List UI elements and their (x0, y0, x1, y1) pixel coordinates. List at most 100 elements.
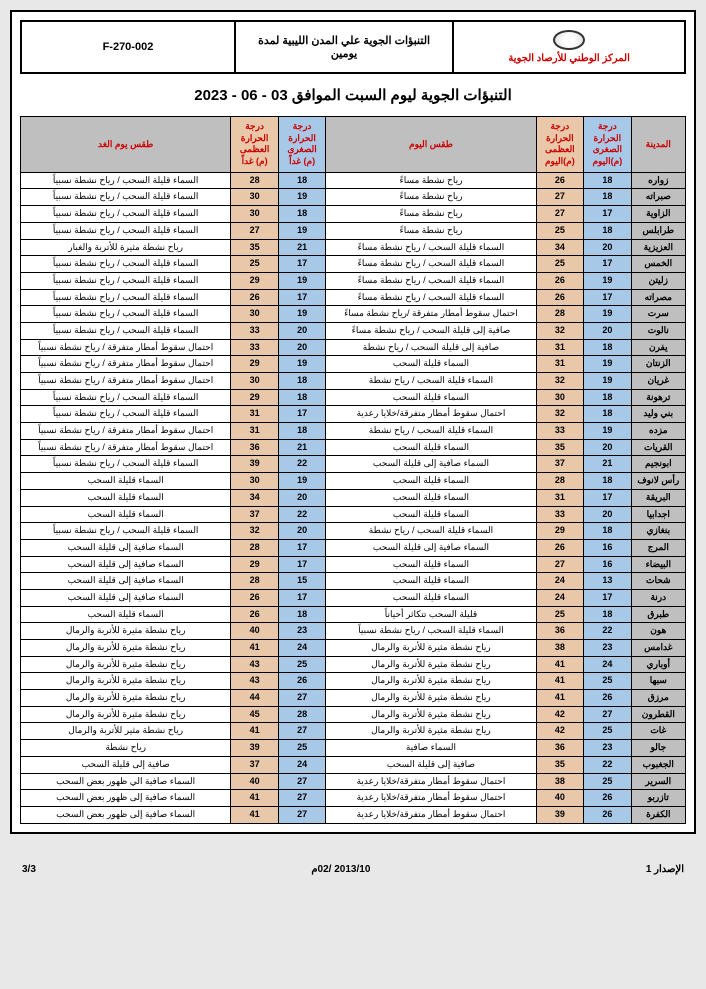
table-row: البريقة1731السماء قليلة السحب2034السماء … (21, 489, 686, 506)
cell-max-today: 42 (536, 706, 583, 723)
cell-weather-today: السماء قليلة السحب (326, 356, 536, 373)
cell-weather-today: السماء قليلة السحب (326, 573, 536, 590)
cell-city: القطرون (631, 706, 685, 723)
footer: الإصدار 1 2013/10 /02م 3/3 (10, 864, 696, 879)
form-code: F-270-002 (22, 22, 234, 72)
cell-min-tmrw: 24 (278, 756, 325, 773)
cell-weather-today: السماء قليلة السحب (326, 389, 536, 406)
table-row: السرير2538احتمال سقوط أمطار متفرقة/خلايا… (21, 773, 686, 790)
table-row: غدامس2338رياح نشطة مثيرة للأتربة والرمال… (21, 640, 686, 657)
cell-min-today: 27 (584, 706, 631, 723)
logo-icon (553, 30, 585, 50)
table-row: بنغازي1829السماء قليلة السحب / رياح نشطة… (21, 523, 686, 540)
org-name: المركز الوطني للأرصاد الجوية (508, 53, 629, 64)
cell-city: البيضاء (631, 556, 685, 573)
cell-weather-today: السماء قليلة السحب (326, 473, 536, 490)
cell-max-today: 31 (536, 356, 583, 373)
cell-weather-tmrw: احتمال سقوط أمطار متفرقة / رياح نشطة نسب… (21, 439, 231, 456)
cell-weather-today: السماء قليلة السحب (326, 556, 536, 573)
cell-city: الزنتان (631, 356, 685, 373)
cell-max-today: 40 (536, 790, 583, 807)
cell-max-tmrw: 33 (231, 339, 278, 356)
table-row: الجغبوب2235صافية إلى قليلة السحب2437صافي… (21, 756, 686, 773)
cell-max-today: 41 (536, 656, 583, 673)
cell-city: المرج (631, 539, 685, 556)
col-city: المدينة (631, 117, 685, 173)
cell-max-tmrw: 29 (231, 272, 278, 289)
table-row: سرت1928احتمال سقوط أمطار متفرقة /رياح نش… (21, 306, 686, 323)
cell-min-today: 16 (584, 539, 631, 556)
cell-weather-tmrw: السماء قليلة السحب (21, 489, 231, 506)
cell-city: بنغازي (631, 523, 685, 540)
cell-weather-today: رياح نشطة مثيرة للأتربة والرمال (326, 656, 536, 673)
cell-city: جالو (631, 740, 685, 757)
cell-max-tmrw: 41 (231, 723, 278, 740)
cell-min-tmrw: 17 (278, 589, 325, 606)
cell-max-today: 42 (536, 723, 583, 740)
cell-min-today: 19 (584, 272, 631, 289)
cell-min-tmrw: 26 (278, 673, 325, 690)
cell-weather-today: السماء قليلة السحب / رياح نشطة (326, 523, 536, 540)
cell-city: مصراته (631, 289, 685, 306)
cell-min-today: 16 (584, 556, 631, 573)
cell-min-today: 17 (584, 289, 631, 306)
table-row: مرزق2641رياح نشطة مثيرة للأتربة والرمال2… (21, 690, 686, 707)
cell-city: العزيزية (631, 239, 685, 256)
cell-city: غدامس (631, 640, 685, 657)
table-row: غريان1932السماء قليلة السحب / رياح نشطة1… (21, 373, 686, 390)
cell-weather-tmrw: السماء صافية إلى قليلة السحب (21, 589, 231, 606)
cell-max-tmrw: 28 (231, 539, 278, 556)
cell-min-tmrw: 19 (278, 473, 325, 490)
cell-weather-tmrw: السماء صافية إلى قليلة السحب (21, 573, 231, 590)
table-row: رأس لانوف1828السماء قليلة السحب1930السما… (21, 473, 686, 490)
table-row: درنة1724السماء قليلة السحب1726السماء صاف… (21, 589, 686, 606)
cell-min-today: 22 (584, 756, 631, 773)
cell-city: يفرن (631, 339, 685, 356)
cell-max-today: 35 (536, 756, 583, 773)
cell-max-tmrw: 29 (231, 556, 278, 573)
cell-min-tmrw: 20 (278, 322, 325, 339)
cell-max-tmrw: 25 (231, 256, 278, 273)
table-row: زليتن1926السماء قليلة السحب / رياح نشطة … (21, 272, 686, 289)
table-row: الزنتان1931السماء قليلة السحب1929احتمال … (21, 356, 686, 373)
cell-min-today: 26 (584, 806, 631, 823)
org-cell: المركز الوطني للأرصاد الجوية (452, 22, 684, 72)
cell-min-today: 13 (584, 573, 631, 590)
cell-max-today: 31 (536, 339, 583, 356)
cell-weather-today: السماء قليلة السحب (326, 489, 536, 506)
cell-max-today: 37 (536, 456, 583, 473)
cell-max-tmrw: 39 (231, 740, 278, 757)
cell-min-tmrw: 27 (278, 773, 325, 790)
cell-min-tmrw: 17 (278, 256, 325, 273)
cell-max-tmrw: 30 (231, 206, 278, 223)
cell-weather-tmrw: السماء قليلة السحب / رياح نشطة نسبياً (21, 256, 231, 273)
cell-min-tmrw: 23 (278, 623, 325, 640)
cell-max-tmrw: 44 (231, 690, 278, 707)
cell-max-today: 28 (536, 306, 583, 323)
cell-city: الكفرة (631, 806, 685, 823)
cell-min-tmrw: 19 (278, 272, 325, 289)
cell-weather-today: احتمال سقوط أمطار متفرقة/خلايا رعدية (326, 406, 536, 423)
cell-min-tmrw: 18 (278, 606, 325, 623)
cell-max-tmrw: 37 (231, 506, 278, 523)
cell-max-tmrw: 40 (231, 773, 278, 790)
cell-min-today: 18 (584, 189, 631, 206)
table-row: العزيزية2034السماء قليلة السحب / رياح نش… (21, 239, 686, 256)
cell-weather-tmrw: رياح نشطة مثير للأتربة والرمال (21, 723, 231, 740)
cell-max-tmrw: 28 (231, 172, 278, 189)
cell-city: اجدابيا (631, 506, 685, 523)
cell-city: سرت (631, 306, 685, 323)
cell-city: ترهونة (631, 389, 685, 406)
cell-max-tmrw: 41 (231, 640, 278, 657)
cell-max-tmrw: 43 (231, 673, 278, 690)
table-row: مصراته1726السماء قليلة السحب / رياح نشطة… (21, 289, 686, 306)
cell-min-tmrw: 22 (278, 506, 325, 523)
cell-min-tmrw: 17 (278, 406, 325, 423)
cell-city: سبها (631, 673, 685, 690)
table-row: يفرن1831صافية إلى قليلة السحب / رياح نشط… (21, 339, 686, 356)
cell-min-today: 18 (584, 606, 631, 623)
footer-version: الإصدار 1 (646, 864, 684, 875)
cell-min-today: 19 (584, 306, 631, 323)
cell-weather-tmrw: رياح نشطة مثيرة للأتربة والرمال (21, 640, 231, 657)
cell-max-tmrw: 39 (231, 456, 278, 473)
